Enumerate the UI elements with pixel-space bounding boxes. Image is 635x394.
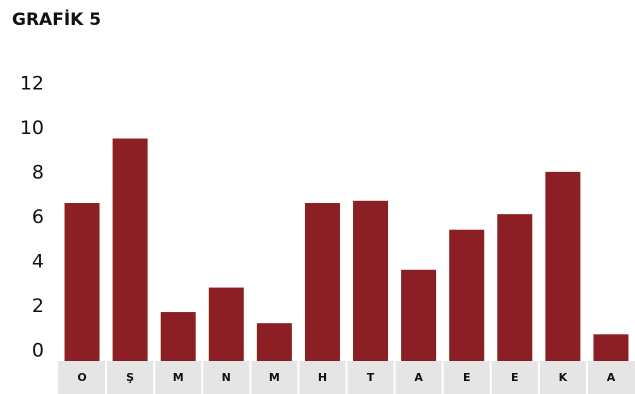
bar [497,214,533,361]
x-tick-label: A [414,371,423,384]
bar [353,200,389,361]
x-tick-label: T [367,371,375,384]
bar [304,203,340,361]
y-tick-label: 8 [32,162,44,184]
x-tick-label: A [607,371,616,384]
y-tick-label: 2 [32,295,44,317]
chart-title: GRAFİK 5 [12,10,102,30]
x-tick-label: M [269,371,280,384]
bar [545,171,581,361]
bar [64,203,100,361]
x-tick-label: M [173,371,184,384]
y-tick-label: 12 [20,73,44,95]
x-tick-label: N [222,371,231,384]
y-tick-group: 0 2 4 6 8 10 12 [20,73,44,362]
x-tick-label: E [463,371,471,384]
category-band-group [58,361,635,394]
bar [449,229,485,361]
bar [208,287,244,361]
y-tick-label: 0 [32,340,44,362]
bar [593,334,629,361]
bar [401,269,437,361]
y-tick-label: 10 [20,117,44,139]
bar [112,138,148,361]
x-tick-label: H [318,371,327,384]
bar [256,323,292,361]
bar [160,312,196,361]
x-tick-label: O [77,371,86,384]
x-tick-label: K [559,371,568,384]
x-tick-label: Ş [126,371,134,384]
bar-group [64,138,629,361]
x-tick-label: E [511,371,519,384]
y-tick-label: 4 [32,251,44,273]
y-tick-label: 6 [32,206,44,228]
